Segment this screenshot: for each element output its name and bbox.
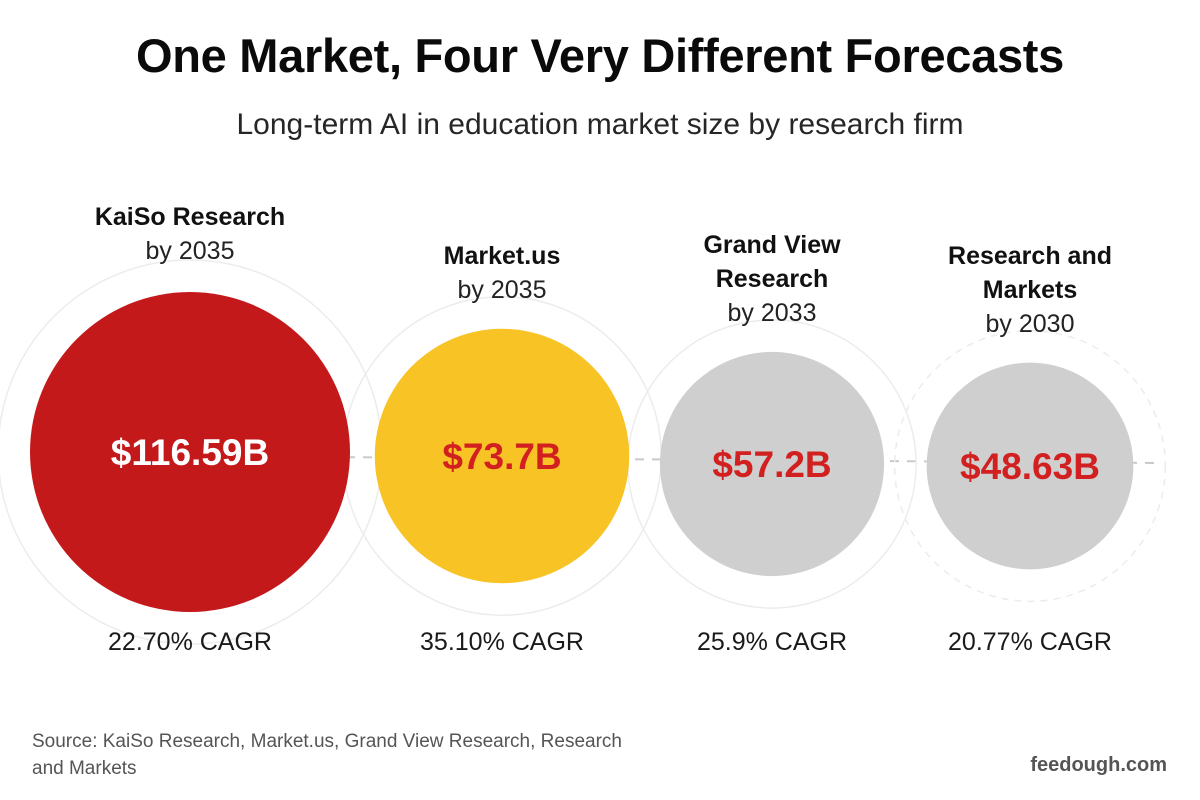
cagr-label-grandview: 25.9% CAGR [696,628,848,656]
firm-year: by 2033 [727,298,817,327]
chart-subtitle: Long-term AI in education market size by… [236,108,964,141]
firm-year: by 2035 [457,275,547,304]
bubble [926,362,1134,570]
bubble [374,328,630,584]
firm-name: KaiSo Research [94,203,286,231]
firm-name: Markets [982,275,1078,304]
value-label: $116.59B [111,432,269,473]
firm-label-grandview: Grand View Research by 2033 [642,228,902,330]
firm-label-kaiso: KaiSo Research by 2035 [60,200,320,268]
cagr-label-marketus: 35.10% CAGR [420,628,584,656]
firm-label-research-and-markets: Research and Markets by 2030 [900,239,1160,341]
firm-label-marketus: Market.us by 2035 [372,239,632,307]
bubble [659,351,885,577]
chart-title: One Market, Four Very Different Forecast… [136,29,1064,82]
value-label: $57.2B [712,444,831,485]
firm-year: by 2035 [145,237,235,265]
firm-name: Research and [948,241,1112,270]
source-note: Source: KaiSo Research, Market.us, Grand… [32,731,622,779]
outer-ring [893,329,1167,603]
firm-year: by 2030 [985,309,1075,338]
firm-name: Market.us [443,241,561,270]
bubble [30,292,350,612]
cagr-label-kaiso: 22.70% CAGR [108,628,272,656]
value-label: $73.7B [442,436,561,477]
firm-name: Research [715,264,829,293]
cagr-label-research-and-markets: 20.77% CAGR [948,628,1112,656]
firm-name: Grand View [703,230,841,259]
value-label: $48.63B [960,446,1100,487]
brand-logo-text: feedough.com [1030,754,1167,776]
